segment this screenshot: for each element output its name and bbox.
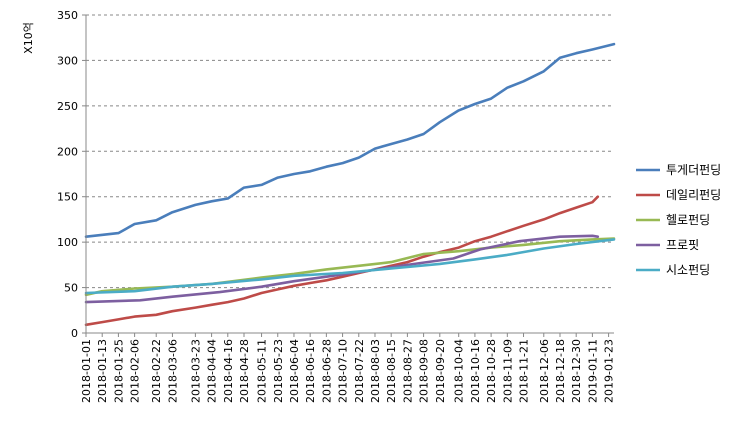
y-tick-label: 50 <box>64 282 78 295</box>
x-tick-label: 2018-01-01 <box>80 339 93 403</box>
y-tick-label: 100 <box>57 236 78 249</box>
x-tick-label: 2018-04-16 <box>222 339 235 403</box>
x-tick-label: 2018-03-06 <box>166 339 179 403</box>
x-tick-label: 2018-10-04 <box>453 339 466 403</box>
x-tick-label: 2018-12-06 <box>538 339 551 403</box>
x-tick-label: 2018-12-18 <box>554 339 567 403</box>
legend-label: 프로핏 <box>666 238 699 252</box>
x-tick-label: 2018-06-16 <box>304 339 317 403</box>
y-tick-label: 250 <box>57 100 78 113</box>
legend-label: 시소펀딩 <box>666 263 710 277</box>
x-tick-label: 2018-02-06 <box>129 339 142 403</box>
y-tick-labels: 0 50 100 150 200 250 300 350 <box>57 9 78 340</box>
legend-label: 투게더펀딩 <box>666 163 721 177</box>
x-tick-label: 2018-08-15 <box>385 339 398 403</box>
x-tick-label: 2018-10-28 <box>485 339 498 403</box>
series-line <box>84 195 600 327</box>
y-tick-label: 150 <box>57 191 78 204</box>
series-line <box>84 238 616 295</box>
x-tick-label: 2018-01-25 <box>112 339 125 403</box>
x-tick-label: 2018-01-13 <box>96 339 109 403</box>
x-tick-labels: 2018-01-01 2018-01-13 2018-01-25 2018-02-06… <box>80 339 616 403</box>
x-tick-label: 2018-07-22 <box>353 339 366 403</box>
legend-label: 데일리펀딩 <box>666 188 721 202</box>
series-line <box>84 42 616 238</box>
y-tick-label: 300 <box>57 54 78 67</box>
x-tick-label: 2018-11-09 <box>501 339 514 403</box>
x-tick-label: 2019-01-11 <box>586 339 599 403</box>
x-tick-label: 2018-06-04 <box>288 339 301 403</box>
x-tick-label: 2018-05-23 <box>272 339 285 403</box>
gridlines <box>86 14 614 289</box>
x-tick-label: 2018-04-04 <box>206 339 219 403</box>
series-lines <box>84 42 616 327</box>
axes <box>82 14 614 337</box>
x-tick-label: 2019-01-23 <box>603 339 616 403</box>
y-tick-label: 0 <box>71 327 78 340</box>
y-axis-label: X10억 <box>22 22 35 54</box>
x-tick-label: 2018-02-22 <box>150 339 163 403</box>
x-tick-label: 2018-05-11 <box>256 339 269 403</box>
x-tick-label: 2018-12-30 <box>570 339 583 403</box>
x-tick-label: 2018-06-28 <box>320 339 333 403</box>
x-tick-label: 2018-10-16 <box>469 339 482 403</box>
y-tick-label: 350 <box>57 9 78 22</box>
y-tick-label: 200 <box>57 145 78 158</box>
x-tick-label: 2018-11-21 <box>518 339 531 403</box>
x-tick-label: 2018-09-20 <box>434 339 447 403</box>
x-tick-label: 2018-07-10 <box>337 339 350 403</box>
x-tick-label: 2018-09-08 <box>418 339 431 403</box>
x-tick-label: 2018-04-28 <box>238 339 251 403</box>
x-tick-label: 2018-08-27 <box>401 339 414 403</box>
legend-label: 헬로펀딩 <box>666 213 710 227</box>
x-tick-label: 2018-08-03 <box>369 339 382 403</box>
x-tick-label: 2018-03-23 <box>189 339 202 403</box>
